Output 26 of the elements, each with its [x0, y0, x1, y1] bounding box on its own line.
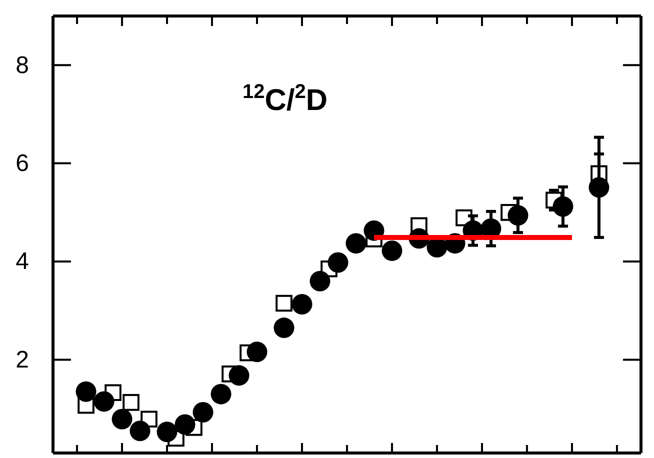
y-tick-label: 8	[16, 52, 29, 79]
point	[156, 422, 178, 442]
point	[122, 394, 140, 411]
point	[228, 365, 250, 386]
point	[292, 294, 312, 314]
point	[246, 342, 268, 362]
point	[210, 384, 232, 404]
point	[328, 252, 348, 273]
y-tick-label: 2	[16, 346, 29, 374]
point	[382, 240, 402, 261]
point	[192, 402, 214, 422]
point	[552, 196, 574, 217]
text: $^{12}$C/$^{2}$D	[242, 81, 328, 117]
point	[276, 294, 292, 312]
point	[174, 414, 196, 435]
point	[508, 205, 528, 226]
point	[112, 408, 132, 430]
y-tick-label: 6	[16, 150, 29, 177]
point	[310, 270, 330, 292]
point	[130, 420, 150, 442]
point	[94, 391, 114, 412]
point	[76, 381, 96, 402]
point	[588, 177, 610, 198]
y-tick-label: 4	[16, 248, 29, 276]
point	[274, 318, 294, 338]
point	[346, 233, 366, 254]
